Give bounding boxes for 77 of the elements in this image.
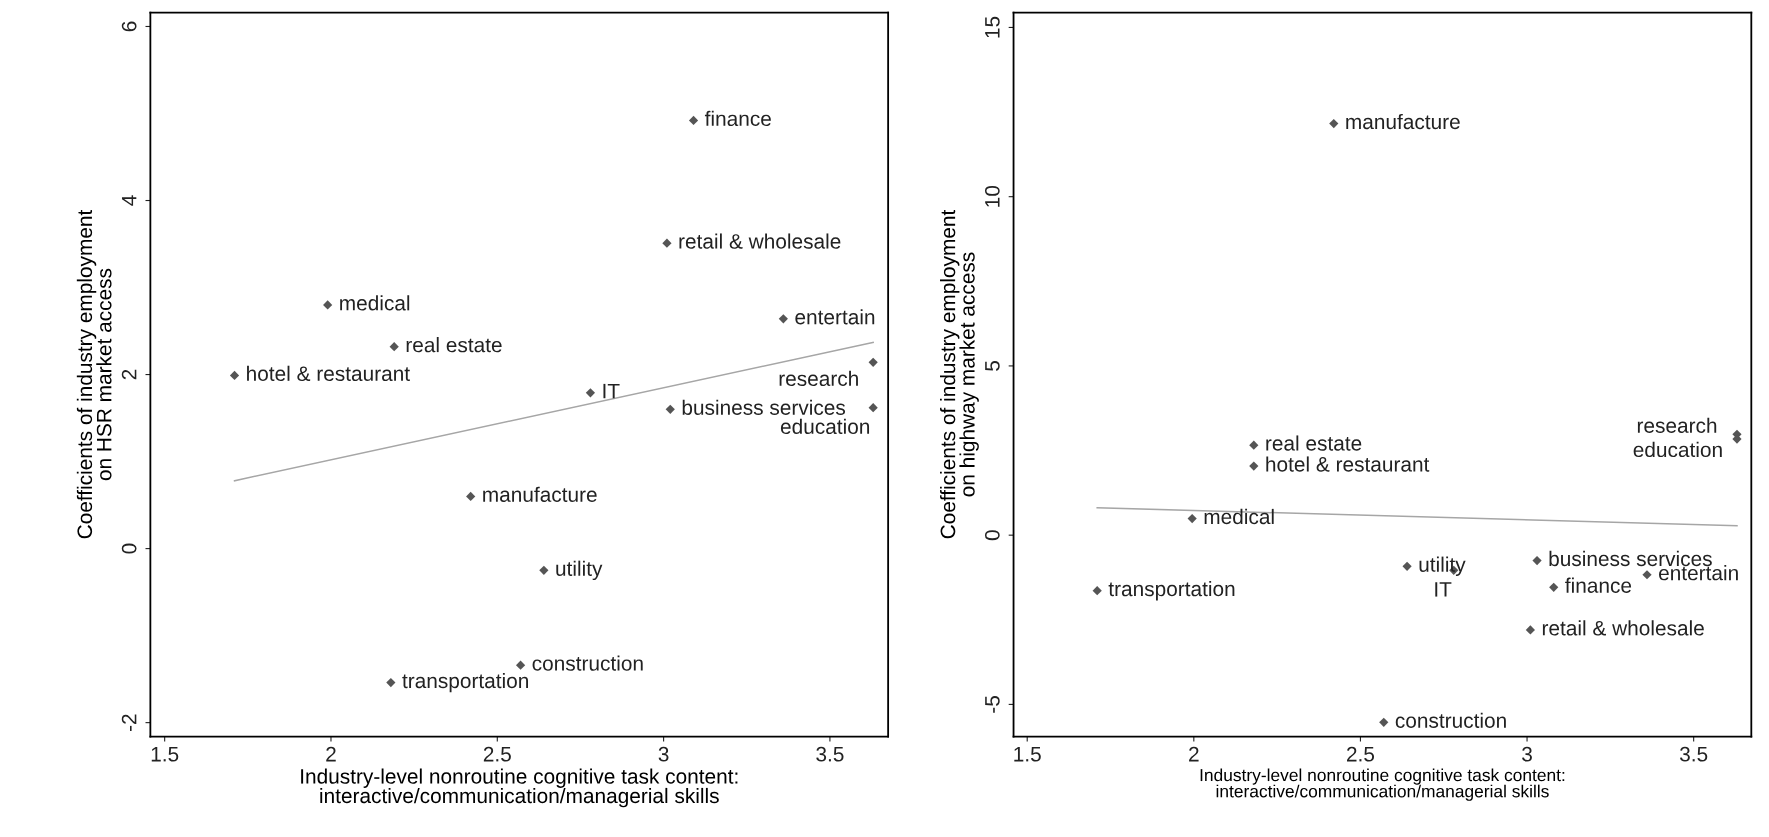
point bbox=[323, 300, 333, 310]
annotation: manufacture bbox=[1346, 113, 1460, 130]
annotation: hotel & restaurant bbox=[1266, 456, 1430, 472]
annotation: retail & wholesale bbox=[679, 233, 841, 249]
x-tick-label: 2 bbox=[326, 746, 336, 762]
annotation: real estate bbox=[1266, 435, 1362, 451]
point bbox=[662, 238, 672, 248]
annotation: utility bbox=[1419, 556, 1466, 577]
annotation: IT bbox=[1435, 582, 1452, 597]
y-tick-label: 6 bbox=[121, 21, 137, 32]
point bbox=[1402, 561, 1412, 571]
y-tick-label: -2 bbox=[121, 714, 137, 731]
annotation: research bbox=[779, 370, 858, 387]
point bbox=[1187, 513, 1197, 524]
point bbox=[688, 115, 699, 126]
point bbox=[515, 660, 526, 670]
point bbox=[1525, 625, 1535, 635]
x-tick-label: 3 bbox=[658, 746, 669, 762]
y-tick-label: 5 bbox=[985, 361, 1000, 371]
point bbox=[1249, 461, 1259, 471]
annotation: education bbox=[1633, 441, 1722, 458]
x-tick-label: 1.5 bbox=[1014, 747, 1041, 762]
annotation: medical bbox=[340, 295, 410, 311]
x-axis-title: Industry-level nonroutine cognitive task content: interactive/communication/managerial skills bbox=[301, 768, 738, 808]
point bbox=[389, 342, 399, 352]
point bbox=[386, 678, 396, 688]
y-tick-label: 15 bbox=[985, 16, 1000, 38]
y-tick-label: 0 bbox=[984, 530, 1000, 541]
annotation: business services bbox=[1549, 550, 1712, 567]
point bbox=[868, 403, 878, 413]
annotation: construction bbox=[532, 655, 643, 671]
point bbox=[1549, 582, 1559, 592]
x-tick-label: 3.5 bbox=[816, 746, 844, 762]
y-tick-label: -5 bbox=[985, 696, 1000, 713]
annotation: hotel & restaurant bbox=[247, 365, 410, 382]
x-axis-title: Industry-level nonroutine cognitive task content: interactive/communication/managerial skills bbox=[1200, 768, 1565, 801]
annotation: finance bbox=[1565, 577, 1632, 593]
point bbox=[868, 357, 878, 367]
annotation: research bbox=[1637, 417, 1717, 433]
annotation: construction bbox=[1395, 712, 1506, 728]
x-tick-label: 1.5 bbox=[151, 747, 179, 762]
annotation: IT bbox=[603, 383, 620, 399]
point bbox=[1532, 555, 1542, 566]
annotation: transportation bbox=[402, 672, 528, 693]
annotation: entertain bbox=[795, 309, 875, 325]
y-tick-label: 4 bbox=[121, 195, 137, 206]
annotation: medical bbox=[1204, 508, 1274, 525]
y-axis-title: Coefficients of industry employment on highway market access bbox=[940, 209, 979, 539]
point bbox=[1642, 570, 1652, 580]
point bbox=[1329, 118, 1339, 129]
annotation: business services bbox=[682, 399, 846, 415]
annotation: utility bbox=[556, 560, 603, 581]
x-tick-label: 2 bbox=[1189, 746, 1199, 762]
point bbox=[778, 314, 788, 324]
annotation: transportation bbox=[1108, 580, 1235, 601]
point bbox=[665, 404, 675, 414]
point bbox=[539, 565, 549, 575]
x-tick-label: 2.5 bbox=[1347, 746, 1375, 762]
y-tick-label: 10 bbox=[984, 185, 1000, 207]
point bbox=[229, 370, 240, 381]
y-tick-label: 0 bbox=[121, 543, 137, 554]
point bbox=[1092, 586, 1102, 596]
point bbox=[466, 491, 476, 501]
annotation: entertain bbox=[1659, 565, 1738, 581]
x-tick-label: 3.5 bbox=[1679, 746, 1708, 762]
point bbox=[585, 388, 596, 398]
annotation: real estate bbox=[406, 337, 502, 353]
annotation: education bbox=[780, 418, 870, 435]
point bbox=[1249, 440, 1259, 450]
x-tick-label: 2.5 bbox=[483, 746, 511, 762]
annotation: manufacture bbox=[483, 486, 597, 502]
point bbox=[1379, 717, 1389, 727]
annotation: finance bbox=[704, 110, 771, 127]
x-tick-label: 3 bbox=[1522, 746, 1532, 762]
y-tick-label: 2 bbox=[121, 369, 137, 380]
y-axis-title: Coefficients of industry employment on HSR market access bbox=[76, 209, 112, 539]
annotation: retail & wholesale bbox=[1542, 620, 1704, 636]
